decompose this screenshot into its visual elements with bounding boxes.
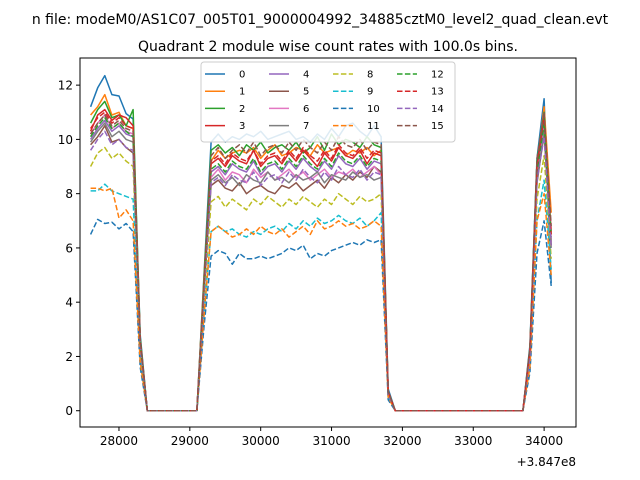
series-line-10	[89, 218, 552, 412]
legend-label-14: 14	[431, 104, 444, 115]
x-tick-label: 31000	[312, 434, 350, 448]
x-tick-label: 30000	[242, 434, 280, 448]
x-tick-label: 32000	[383, 434, 421, 448]
series-line-8	[89, 146, 552, 412]
x-tick-label: 33000	[454, 434, 492, 448]
series-line-13	[89, 111, 552, 412]
x-tick-label: 29000	[171, 434, 209, 448]
legend-label-12: 12	[431, 70, 444, 81]
y-tick-label: 4	[65, 296, 73, 310]
y-tick-label: 2	[65, 350, 73, 364]
series-line-11	[90, 187, 552, 412]
series-line-5	[90, 125, 552, 412]
legend-box	[200, 61, 456, 143]
legend-label-1: 1	[239, 87, 245, 98]
plot-area-frame	[79, 57, 577, 428]
y-tick-label: 0	[65, 404, 73, 418]
y-tick-label: 8	[65, 187, 73, 201]
legend-label-3: 3	[239, 121, 245, 132]
figure-suptitle: n file: modeM0/AS1C07_005T01_9000004992_…	[32, 12, 609, 28]
chart-title: Quadrant 2 module wise count rates with …	[138, 39, 518, 55]
x-axis-offset-label: +3.847e8	[517, 455, 576, 469]
legend-label-7: 7	[303, 121, 309, 132]
series-line-14	[89, 130, 552, 412]
x-axis: 28000 29000 30000 31000 32000 33000 34000	[100, 427, 563, 448]
x-tick-label: 34000	[525, 434, 563, 448]
legend-label-15: 15	[431, 121, 444, 132]
series-line-12	[89, 116, 552, 412]
x-tick-label: 28000	[100, 434, 138, 448]
series-line-9	[90, 179, 552, 412]
legend-label-0: 0	[239, 70, 245, 81]
y-tick-label: 6	[65, 241, 73, 255]
legend-label-9: 9	[367, 87, 373, 98]
legend-label-8: 8	[367, 70, 373, 81]
legend-label-11: 11	[367, 121, 380, 132]
series-line-15	[89, 111, 552, 412]
y-tick-label: 10	[58, 133, 73, 147]
legend-label-10: 10	[367, 104, 380, 115]
y-tick-label: 12	[58, 79, 73, 93]
legend-label-6: 6	[303, 104, 309, 115]
series-layer	[89, 74, 552, 412]
legend-label-13: 13	[431, 87, 444, 98]
legend-label-2: 2	[239, 104, 245, 115]
legend-label-4: 4	[303, 70, 309, 81]
legend-label-5: 5	[303, 87, 309, 98]
y-axis: 0 2 4 6 8 10 12	[58, 79, 80, 418]
